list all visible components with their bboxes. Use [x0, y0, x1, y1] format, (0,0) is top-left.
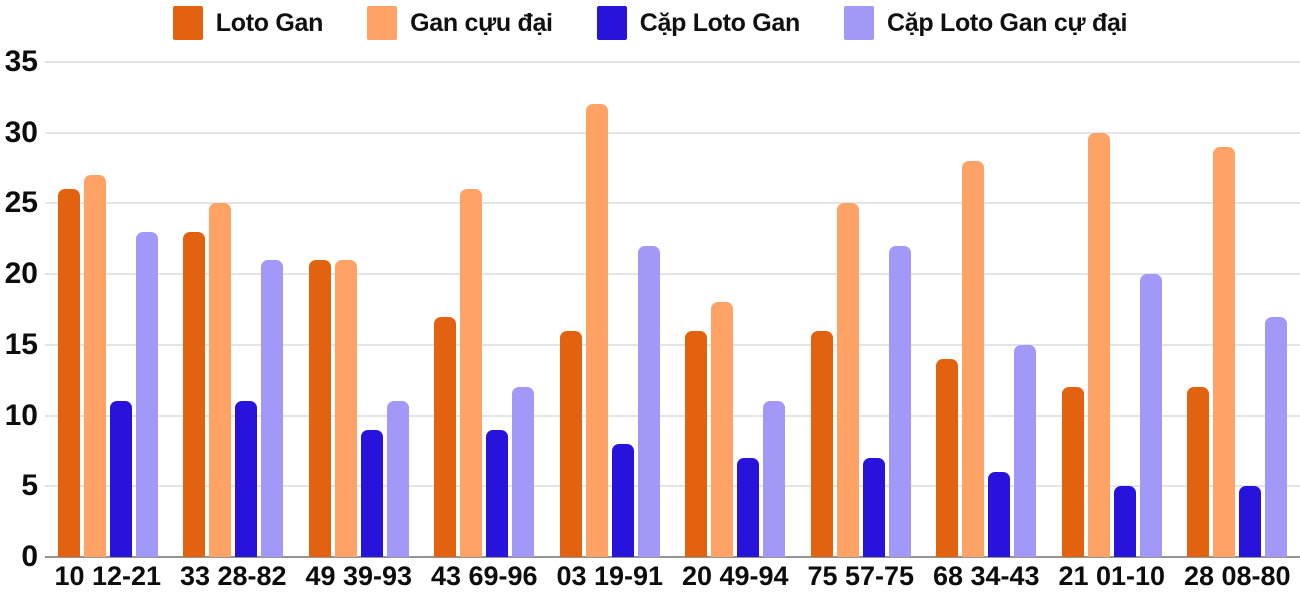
chart-legend: Loto Gan Gan cựu đại Cặp Loto Gan Cặp Loto …	[0, 6, 1300, 40]
bar	[888, 245, 911, 557]
bar	[585, 104, 608, 557]
bar	[559, 330, 582, 557]
bar-group	[547, 62, 673, 557]
x-tick-label: 49 39-93	[305, 561, 413, 591]
legend-label: Loto Gan	[215, 8, 324, 37]
legend-item[interactable]: Cặp Loto Gan cự đại	[844, 6, 1128, 40]
legend-label: Gan cựu đại	[410, 8, 553, 37]
y-tick-label: 30	[4, 115, 38, 149]
bar	[360, 429, 383, 557]
bar	[936, 359, 959, 557]
bar-group	[924, 62, 1050, 557]
bar	[1014, 344, 1037, 557]
x-tick-label: 68 34-43	[932, 561, 1040, 591]
y-tick-label: 5	[21, 469, 38, 503]
legend-label: Cặp Loto Gan cự đại	[887, 8, 1128, 37]
bar	[57, 189, 80, 557]
bar	[109, 401, 132, 557]
bar	[1213, 146, 1236, 557]
bar	[810, 330, 833, 557]
x-tick-label: 03 19-91	[556, 561, 664, 591]
x-tick-label: 28 08-80	[1183, 561, 1291, 591]
bar	[135, 231, 158, 557]
bar-group	[1049, 62, 1175, 557]
legend-swatch-icon	[367, 6, 398, 40]
gridline	[45, 131, 1300, 134]
bar-group	[673, 62, 799, 557]
legend-item[interactable]: Gan cựu đại	[367, 6, 553, 40]
y-tick-label: 20	[4, 257, 38, 291]
bar-group	[798, 62, 924, 557]
x-tick-label: 33 28-82	[179, 561, 287, 591]
bar	[434, 316, 457, 557]
bar	[1265, 316, 1288, 557]
x-tick-label: 21 01-10	[1058, 561, 1166, 591]
y-tick-label: 0	[21, 540, 38, 573]
bar	[512, 387, 535, 557]
bar-group	[296, 62, 422, 557]
bar-group	[171, 62, 297, 557]
bar	[763, 401, 786, 557]
bar	[334, 260, 357, 557]
bar	[611, 443, 634, 557]
bar	[862, 458, 885, 557]
bar	[1087, 132, 1110, 557]
bar	[637, 245, 660, 557]
y-tick-label: 15	[4, 327, 38, 361]
bar	[235, 401, 258, 557]
gridline	[45, 273, 1300, 276]
bar	[460, 189, 483, 557]
bar	[183, 231, 206, 557]
plot-area	[45, 61, 1300, 558]
bar	[962, 161, 985, 557]
bar	[486, 429, 509, 557]
bar	[261, 260, 284, 557]
bar	[685, 330, 708, 557]
legend-swatch-icon	[844, 6, 874, 40]
bar-groups	[45, 62, 1300, 557]
bar	[1061, 387, 1084, 557]
gridline	[45, 343, 1300, 346]
x-tick-label: 10 12-21	[54, 561, 162, 591]
x-tick-label: 20 49-94	[681, 561, 789, 591]
bar	[836, 203, 859, 557]
y-tick-label: 25	[4, 186, 38, 220]
y-axis-labels: 0 5 10 15 20 25 30 35	[0, 47, 38, 572]
gridline	[45, 485, 1300, 488]
x-axis-labels: 10 12-21 33 28-82 49 39-93 43 69-96 03 19-91…	[45, 561, 1300, 592]
x-axis-line	[45, 556, 1300, 558]
bar-group	[45, 62, 171, 557]
gridline	[45, 202, 1300, 205]
legend-swatch-icon	[596, 6, 627, 40]
x-tick-label: 43 69-96	[430, 561, 538, 591]
bar	[308, 260, 331, 557]
bar	[1187, 387, 1210, 557]
bar	[83, 175, 106, 557]
bar	[386, 401, 409, 557]
gridline	[45, 61, 1300, 63]
legend-label: Cặp Loto Gan	[639, 8, 801, 37]
bar	[1139, 274, 1162, 557]
legend-swatch-icon	[172, 6, 203, 40]
bar	[209, 203, 232, 557]
bar	[737, 458, 760, 557]
legend-item[interactable]: Loto Gan	[172, 6, 324, 40]
bar	[1113, 486, 1136, 557]
bar-group	[1175, 62, 1300, 557]
legend-item[interactable]: Cặp Loto Gan	[596, 6, 801, 40]
y-tick-label: 10	[4, 398, 38, 432]
bar	[988, 472, 1011, 557]
bar	[711, 302, 734, 557]
bar	[1239, 486, 1262, 557]
y-tick-label: 35	[4, 45, 38, 78]
x-tick-label: 75 57-75	[807, 561, 915, 591]
gridline	[45, 414, 1300, 417]
bar-group	[422, 62, 548, 557]
